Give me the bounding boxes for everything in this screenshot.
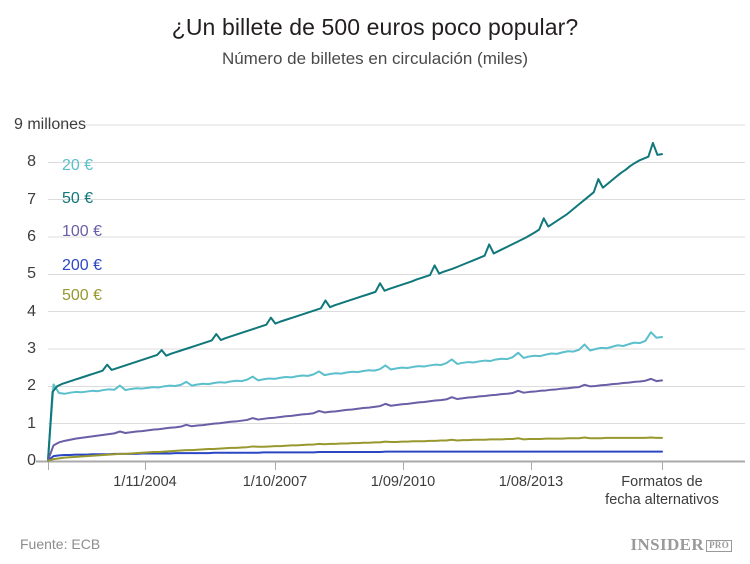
- x-tickmarks: [47, 461, 664, 470]
- series-line-20eur: [47, 331, 663, 462]
- source-note: Fuente: ECB: [20, 536, 101, 552]
- series-line-50eur: [47, 141, 663, 462]
- y-tick-label: 8: [27, 153, 36, 171]
- y-tick-label: 7: [27, 190, 36, 208]
- x-axis-note: Formatos de fecha alternativos: [605, 474, 719, 509]
- brand-pro-badge: PRO: [706, 540, 732, 552]
- legend-item-20eur[interactable]: 20 €: [62, 157, 94, 174]
- brand-name: INSIDER: [630, 535, 705, 554]
- y-tick-label: 6: [27, 228, 36, 245]
- chart-subtitle: Número de billetes en circulación (miles…: [221, 49, 529, 69]
- y-tick-label: 1: [27, 414, 36, 432]
- x-tick-label: 1/11/2004: [113, 474, 177, 490]
- x-tick-label: 1/08/2013: [498, 474, 564, 490]
- x-tick-label: 1/10/2007: [242, 474, 308, 490]
- series-lines: [47, 141, 663, 462]
- x-tick-label: 1/09/2010: [370, 474, 436, 490]
- y-tick-label: 3: [27, 340, 36, 357]
- y-tick-label: 9 millones: [14, 116, 87, 133]
- y-tick-label: 2: [27, 377, 36, 395]
- legend-item-200eur[interactable]: 200 €: [62, 257, 103, 274]
- series-line-200eur: [47, 450, 663, 462]
- brand-logo: INSIDER PRO: [630, 535, 732, 555]
- gridlines: [48, 124, 745, 425]
- title-block: ¿Un billete de 500 euros poco popular? N…: [0, 14, 750, 69]
- legend-item-50eur[interactable]: 50 €: [62, 190, 94, 207]
- series-line-500eur: [47, 436, 663, 462]
- legend-item-100eur[interactable]: 100 €: [62, 223, 103, 240]
- legend-item-500eur[interactable]: 500 €: [62, 287, 103, 304]
- page-title: ¿Un billete de 500 euros poco popular?: [171, 14, 579, 40]
- y-tick-label: 4: [27, 302, 36, 320]
- y-tick-label: 5: [27, 265, 36, 283]
- series-line-100eur: [47, 377, 663, 462]
- y-tick-label: 0: [27, 452, 36, 469]
